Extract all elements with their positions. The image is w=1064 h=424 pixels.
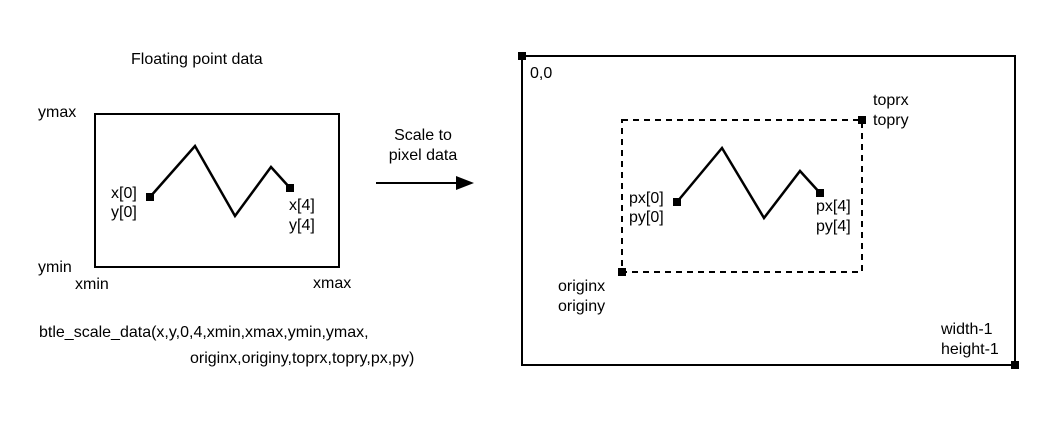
last-point-x-label: x[4]	[289, 197, 315, 214]
last-point-y-label: y[4]	[289, 217, 315, 234]
screen-origin-label: 0,0	[530, 65, 553, 82]
function-call-line1: btle_scale_data(x,y,0,4,xmin,xmax,ymin,y…	[39, 324, 369, 341]
ymax-label: ymax	[38, 104, 77, 121]
pixel-first-point-marker	[673, 198, 681, 206]
scale-arrow-head	[456, 176, 474, 190]
plot-area-dashed-box	[621, 119, 863, 273]
plot-origin-marker	[618, 268, 626, 276]
float-data-box	[94, 113, 340, 268]
float-last-point-marker	[286, 184, 294, 192]
first-point-y-label: y[0]	[111, 204, 137, 221]
xmax-label: xmax	[313, 275, 352, 292]
originy-label: originy	[558, 298, 606, 315]
pixel-data-polyline	[676, 145, 821, 221]
function-call-line2: originx,originy,toprx,topry,px,py)	[190, 350, 415, 367]
height-minus-one-label: height-1	[941, 341, 999, 358]
float-first-point-marker	[146, 193, 154, 201]
left-panel-title: Floating point data	[131, 51, 263, 68]
xmin-label: xmin	[75, 276, 109, 293]
screen-frame	[521, 55, 1016, 366]
topry-label: topry	[873, 112, 909, 129]
plot-topright-marker	[858, 116, 866, 124]
toprx-label: toprx	[873, 92, 909, 109]
pixel-last-point-y-label: py[4]	[816, 218, 851, 235]
screen-corner-marker	[1011, 361, 1019, 369]
arrow-label-line1: Scale to	[394, 127, 452, 144]
screen-origin-marker	[518, 52, 526, 60]
pixel-last-point-x-label: px[4]	[816, 198, 851, 215]
pixel-last-point-marker	[816, 189, 824, 197]
first-point-x-label: x[0]	[111, 185, 137, 202]
width-minus-one-label: width-1	[941, 321, 993, 338]
pixel-first-point-x-label: px[0]	[629, 190, 664, 207]
originx-label: originx	[558, 278, 606, 295]
ymin-label: ymin	[38, 259, 72, 276]
float-data-polyline	[149, 143, 291, 219]
arrow-label-line2: pixel data	[388, 147, 458, 164]
pixel-first-point-y-label: py[0]	[629, 209, 664, 226]
